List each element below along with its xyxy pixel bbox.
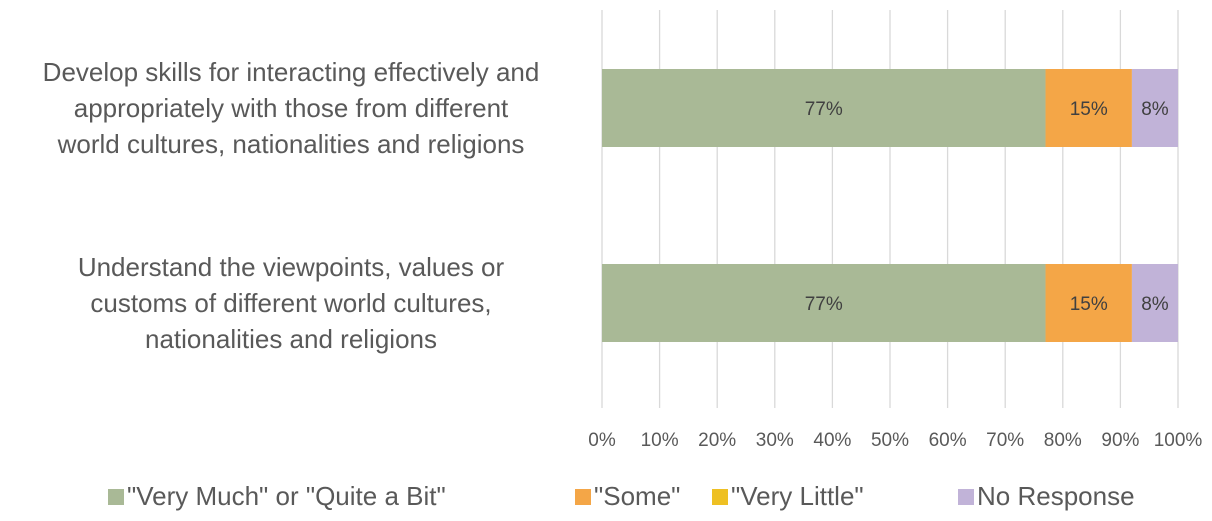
- x-tick-label: 40%: [813, 430, 851, 451]
- legend: "Very Much" or "Quite a Bit" "Some" "Very …: [108, 481, 1135, 511]
- data-label: 77%: [805, 99, 843, 120]
- category-label-line: nationalities and religions: [145, 324, 437, 354]
- x-tick-label: 100%: [1154, 430, 1203, 451]
- data-label: 15%: [1070, 294, 1108, 315]
- category-label-line: Understand the viewpoints, values or: [78, 252, 505, 282]
- legend-label: "Very Much" or "Quite a Bit": [127, 481, 446, 511]
- x-tick-label: 90%: [1101, 430, 1139, 451]
- category-label-line: customs of different world cultures,: [90, 288, 491, 318]
- category-label-line: world cultures, nationalities and religi…: [57, 129, 525, 159]
- x-tick-label: 0%: [588, 430, 616, 451]
- x-tick-label: 30%: [756, 430, 794, 451]
- legend-swatch: [575, 489, 591, 505]
- legend-swatch: [712, 489, 728, 505]
- category-labels: Develop skills for interacting effective…: [43, 57, 540, 354]
- data-label: 77%: [805, 294, 843, 315]
- category-label: Develop skills for interacting effective…: [43, 57, 540, 159]
- category-label-line: Develop skills for interacting effective…: [43, 57, 540, 87]
- x-axis: 0% 10% 20% 30% 40% 50% 60% 70% 80% 90% 100%: [588, 430, 1202, 451]
- bar-segment: [1131, 69, 1178, 147]
- legend-swatch: [958, 489, 974, 505]
- legend-swatch: [108, 489, 124, 505]
- data-label: 15%: [1070, 99, 1108, 120]
- bar-segment: [1045, 69, 1132, 147]
- bars: 77% 15% 8% 77% 15% 8%: [602, 69, 1178, 342]
- legend-label: "Some": [594, 481, 680, 511]
- category-label-line: appropriately with those from different: [74, 93, 509, 123]
- x-tick-label: 70%: [986, 430, 1024, 451]
- legend-label: No Response: [977, 481, 1135, 511]
- x-tick-label: 20%: [698, 430, 736, 451]
- legend-label: "Very Little": [731, 481, 864, 511]
- bar-segment: [1131, 264, 1178, 342]
- x-tick-label: 80%: [1044, 430, 1082, 451]
- x-tick-label: 60%: [929, 430, 967, 451]
- bar-segment: [602, 69, 1046, 147]
- x-tick-label: 50%: [871, 430, 909, 451]
- data-label: 8%: [1141, 99, 1169, 120]
- bar-segment: [602, 264, 1046, 342]
- x-tick-label: 10%: [641, 430, 679, 451]
- data-label: 8%: [1141, 294, 1169, 315]
- category-label: Understand the viewpoints, values or cust…: [78, 252, 505, 354]
- bar-segment: [1045, 264, 1132, 342]
